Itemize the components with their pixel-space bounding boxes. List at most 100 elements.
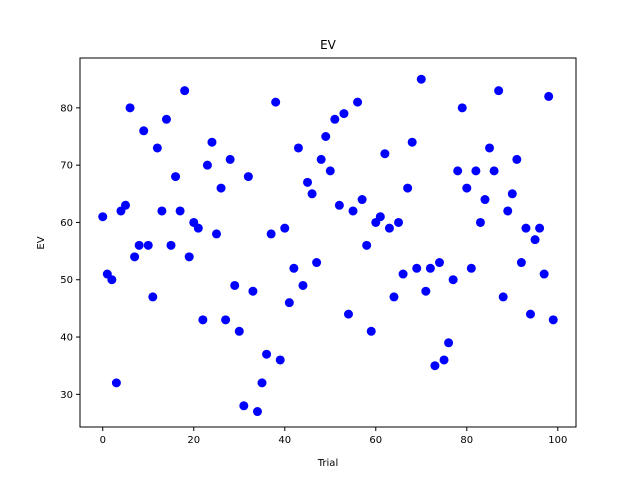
data-point bbox=[252, 407, 262, 417]
data-point bbox=[148, 292, 158, 302]
data-point bbox=[143, 240, 153, 250]
data-point bbox=[403, 183, 413, 193]
data-point bbox=[485, 143, 495, 153]
x-tick-label: 0 bbox=[100, 435, 106, 446]
data-point bbox=[271, 97, 281, 107]
data-point bbox=[225, 154, 235, 164]
data-point bbox=[544, 91, 554, 101]
data-point bbox=[507, 189, 517, 199]
data-point bbox=[171, 172, 181, 182]
data-point bbox=[152, 143, 162, 153]
data-point bbox=[298, 280, 308, 290]
data-point bbox=[275, 355, 285, 365]
x-tick-label: 60 bbox=[369, 435, 382, 446]
x-tick-label: 80 bbox=[460, 435, 473, 446]
x-tick-label: 100 bbox=[548, 435, 567, 446]
data-point bbox=[107, 275, 117, 285]
data-point bbox=[280, 223, 290, 233]
data-point bbox=[521, 223, 531, 233]
data-point bbox=[466, 263, 476, 273]
data-point bbox=[198, 315, 208, 325]
data-point bbox=[444, 338, 454, 348]
x-tick-label: 40 bbox=[278, 435, 291, 446]
data-point bbox=[202, 160, 212, 170]
data-point bbox=[539, 269, 549, 279]
data-point bbox=[303, 177, 313, 187]
data-point bbox=[180, 86, 190, 96]
data-point bbox=[375, 212, 385, 222]
y-tick-label: 30 bbox=[60, 390, 73, 401]
data-point bbox=[357, 195, 367, 205]
data-point bbox=[243, 172, 253, 182]
data-point bbox=[284, 298, 294, 308]
y-axis-title: EV bbox=[36, 236, 47, 249]
data-point bbox=[312, 258, 322, 268]
data-point bbox=[248, 286, 258, 296]
data-point bbox=[139, 126, 149, 136]
y-tick-label: 50 bbox=[60, 275, 73, 286]
data-point bbox=[416, 74, 426, 84]
data-point bbox=[98, 212, 108, 222]
data-point bbox=[498, 292, 508, 302]
data-point bbox=[516, 258, 526, 268]
data-point bbox=[412, 263, 422, 273]
y-tick-label: 80 bbox=[60, 103, 73, 114]
data-point bbox=[407, 137, 417, 147]
data-point bbox=[157, 206, 167, 216]
data-point bbox=[216, 183, 226, 193]
data-point bbox=[425, 263, 435, 273]
data-point bbox=[453, 166, 463, 176]
data-point bbox=[121, 200, 131, 210]
data-point bbox=[389, 292, 399, 302]
data-point bbox=[525, 309, 535, 319]
data-point bbox=[530, 235, 540, 245]
data-point bbox=[343, 309, 353, 319]
y-tick-label: 60 bbox=[60, 218, 73, 229]
data-point bbox=[307, 189, 317, 199]
data-points bbox=[98, 74, 558, 417]
data-point bbox=[462, 183, 472, 193]
data-point bbox=[430, 361, 440, 371]
data-point bbox=[434, 258, 444, 268]
data-point bbox=[230, 280, 240, 290]
data-point bbox=[330, 114, 340, 124]
data-point bbox=[348, 206, 358, 216]
data-point bbox=[535, 223, 545, 233]
data-point bbox=[221, 315, 231, 325]
data-point bbox=[398, 269, 408, 279]
data-point bbox=[125, 103, 135, 113]
plot-frame bbox=[79, 57, 577, 428]
x-axis-title: Trial bbox=[317, 458, 338, 469]
data-point bbox=[325, 166, 335, 176]
data-point bbox=[262, 349, 272, 359]
data-point bbox=[362, 240, 372, 250]
data-point bbox=[257, 378, 267, 388]
x-tick-label: 20 bbox=[187, 435, 200, 446]
data-point bbox=[316, 154, 326, 164]
data-point bbox=[439, 355, 449, 365]
data-point bbox=[293, 143, 303, 153]
data-point bbox=[366, 326, 376, 336]
y-tick-label: 70 bbox=[60, 161, 73, 172]
data-point bbox=[384, 223, 394, 233]
data-point bbox=[207, 137, 217, 147]
data-point bbox=[494, 86, 504, 96]
data-point bbox=[548, 315, 558, 325]
data-point bbox=[380, 149, 390, 159]
data-point bbox=[184, 252, 194, 262]
data-point bbox=[353, 97, 363, 107]
data-point bbox=[130, 252, 140, 262]
data-point bbox=[471, 166, 481, 176]
data-point bbox=[166, 240, 176, 250]
data-point bbox=[289, 263, 299, 273]
data-point bbox=[212, 229, 222, 239]
chart-title: EV bbox=[320, 38, 337, 52]
data-point bbox=[175, 206, 185, 216]
data-point bbox=[394, 217, 404, 227]
data-point bbox=[448, 275, 458, 285]
data-point bbox=[339, 109, 349, 119]
data-point bbox=[512, 154, 522, 164]
x-axis-ticks: 0 20 40 60 80 100 bbox=[100, 427, 567, 446]
data-point bbox=[193, 223, 203, 233]
